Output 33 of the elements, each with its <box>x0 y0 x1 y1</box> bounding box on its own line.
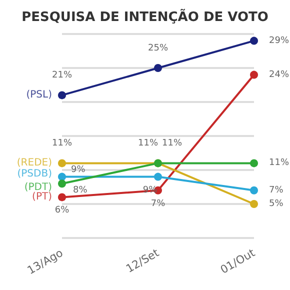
data-label: 11% <box>138 138 158 149</box>
point <box>154 64 162 72</box>
data-label: 9% <box>142 185 158 196</box>
data-label: 9% <box>71 164 86 175</box>
point <box>250 36 258 45</box>
point <box>58 172 66 181</box>
data-label: 6% <box>54 206 70 216</box>
data-label: 21% <box>52 70 72 81</box>
data-label: 24% <box>269 70 290 80</box>
data-label: 11% <box>52 138 72 149</box>
data-label: 7% <box>150 198 166 209</box>
point <box>58 159 66 168</box>
point <box>250 200 258 208</box>
series-label: (PSDB) <box>17 168 52 180</box>
series-label: (REDE) <box>16 158 52 169</box>
point <box>250 186 258 194</box>
data-label: 29% <box>269 36 290 46</box>
data-label: 25% <box>148 44 168 54</box>
series-label: (PDT) <box>24 182 52 194</box>
data-label: 7% <box>269 185 284 196</box>
point <box>154 172 162 181</box>
data-label: 8% <box>73 186 88 196</box>
point <box>250 159 258 168</box>
point <box>58 180 66 188</box>
data-label: 11% <box>269 158 290 168</box>
data-label: 11% <box>162 138 182 149</box>
point <box>250 70 258 79</box>
series-label: (PSL) <box>26 90 52 101</box>
point <box>58 91 66 100</box>
chart-title: PESQUISA DE INTENÇÃO DE VOTO <box>22 8 268 25</box>
data-label: 5% <box>269 199 284 209</box>
series-label: (PT) <box>32 192 52 203</box>
point <box>58 193 66 202</box>
